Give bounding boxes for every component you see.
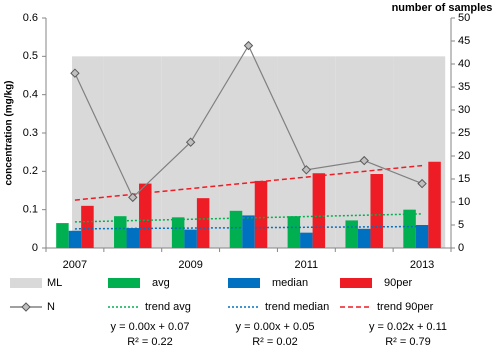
- bar: [312, 173, 326, 248]
- legend-label: ML: [47, 277, 62, 289]
- point-marker: [70, 68, 80, 78]
- bar: [242, 215, 255, 248]
- bar: [370, 174, 383, 248]
- bar: [139, 183, 152, 248]
- legend-label: 90per: [384, 277, 412, 289]
- bar: [254, 180, 268, 248]
- legend-label: avg: [152, 277, 170, 289]
- legend-label: trend 90per: [377, 301, 434, 313]
- y2-tick-label: 50: [458, 12, 470, 24]
- bar: [68, 230, 82, 248]
- point-marker: [128, 192, 138, 203]
- x-tick-label: 2011: [295, 259, 319, 271]
- y-tick-label: 0.1: [23, 204, 38, 216]
- y2-tick-label: 15: [458, 173, 470, 185]
- point-marker: [185, 137, 196, 147]
- area-band: [335, 56, 394, 249]
- bar: [56, 223, 69, 248]
- point-marker: [243, 40, 254, 51]
- legend-swatch: [108, 278, 140, 288]
- legend-label: trend median: [265, 301, 329, 313]
- y2-axis-label: number of samples: [392, 2, 493, 14]
- point-marker: [359, 155, 369, 166]
- bar: [114, 216, 127, 248]
- y2-tick-label: 35: [458, 81, 470, 93]
- area-band: [277, 56, 336, 249]
- bar: [287, 216, 301, 248]
- bar: [81, 205, 94, 248]
- bar: [184, 229, 197, 248]
- series-line: [74, 225, 423, 230]
- bar: [403, 209, 416, 248]
- bar: [300, 232, 313, 248]
- point-marker: [301, 165, 312, 175]
- legend-label: trend avg: [145, 301, 191, 313]
- y2-tick-label: 0: [458, 242, 464, 254]
- legend-label: N: [47, 301, 55, 313]
- trend-equation: y = 0.02x + 0.11: [369, 321, 447, 333]
- bar: [428, 161, 441, 248]
- x-tick-label: 2013: [410, 259, 434, 271]
- series-line: [74, 213, 423, 223]
- y2-tick-label: 40: [458, 58, 470, 70]
- y2-tick-label: 5: [458, 219, 464, 231]
- y2-tick-label: 20: [458, 150, 470, 162]
- area-band: [103, 56, 162, 249]
- legend-swatch: [340, 278, 372, 288]
- bar: [415, 225, 429, 248]
- y2-tick-label: 25: [458, 127, 470, 139]
- bar: [229, 210, 243, 248]
- y2-tick-label: 45: [458, 35, 470, 47]
- trend-equation: y = 0.00x + 0.05: [236, 321, 315, 333]
- x-tick-label: 2009: [178, 259, 202, 271]
- y-tick-label: 0.5: [23, 50, 38, 62]
- y-axis-label: concentration (mg/kg): [4, 80, 15, 185]
- y-tick-label: 0.2: [23, 165, 38, 177]
- area-band: [161, 56, 220, 249]
- bar: [357, 228, 371, 248]
- bar: [171, 217, 185, 248]
- trend-equation: R² = 0.02: [252, 336, 298, 348]
- y-tick-label: 0.3: [23, 127, 38, 139]
- point-marker: [417, 178, 427, 189]
- bar: [196, 198, 210, 248]
- bar: [126, 228, 140, 248]
- legend-marker: [21, 302, 31, 312]
- y-tick-label: 0.6: [23, 12, 38, 24]
- y2-tick-label: 10: [458, 196, 470, 208]
- trend-equation: R² = 0.79: [385, 336, 431, 348]
- x-tick-label: 2007: [63, 259, 87, 271]
- y-tick-label: 0: [32, 242, 38, 254]
- y2-tick-label: 30: [458, 104, 470, 116]
- bar: [345, 220, 358, 248]
- legend-swatch: [10, 278, 42, 288]
- y-tick-label: 0.4: [23, 89, 38, 101]
- trend-equation: R² = 0.22: [127, 336, 173, 348]
- trend-equation: y = 0.00x + 0.07: [111, 321, 190, 333]
- legend-label: median: [272, 277, 308, 289]
- legend-swatch: [228, 278, 260, 288]
